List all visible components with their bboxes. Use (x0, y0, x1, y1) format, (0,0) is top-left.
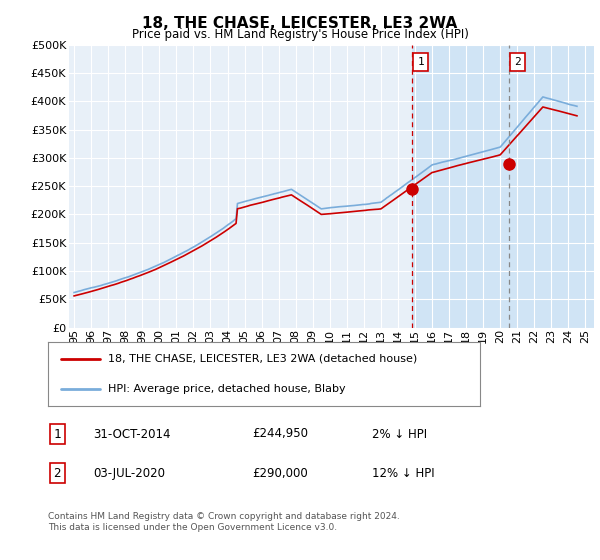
Text: 1: 1 (53, 427, 61, 441)
Text: £244,950: £244,950 (252, 427, 308, 441)
Text: 1: 1 (417, 57, 424, 67)
Text: 2: 2 (514, 57, 521, 67)
Text: 18, THE CHASE, LEICESTER, LE3 2WA: 18, THE CHASE, LEICESTER, LE3 2WA (142, 16, 458, 31)
Text: Price paid vs. HM Land Registry's House Price Index (HPI): Price paid vs. HM Land Registry's House … (131, 28, 469, 41)
Text: £290,000: £290,000 (252, 466, 308, 480)
Text: 18, THE CHASE, LEICESTER, LE3 2WA (detached house): 18, THE CHASE, LEICESTER, LE3 2WA (detac… (109, 354, 418, 364)
Text: 12% ↓ HPI: 12% ↓ HPI (372, 466, 434, 480)
Bar (412, 45, 600, 328)
Text: Contains HM Land Registry data © Crown copyright and database right 2024.
This d: Contains HM Land Registry data © Crown c… (48, 512, 400, 532)
Text: HPI: Average price, detached house, Blaby: HPI: Average price, detached house, Blab… (109, 384, 346, 394)
Text: 2: 2 (53, 466, 61, 480)
Text: 03-JUL-2020: 03-JUL-2020 (93, 466, 165, 480)
Text: 31-OCT-2014: 31-OCT-2014 (93, 427, 170, 441)
Text: 2% ↓ HPI: 2% ↓ HPI (372, 427, 427, 441)
